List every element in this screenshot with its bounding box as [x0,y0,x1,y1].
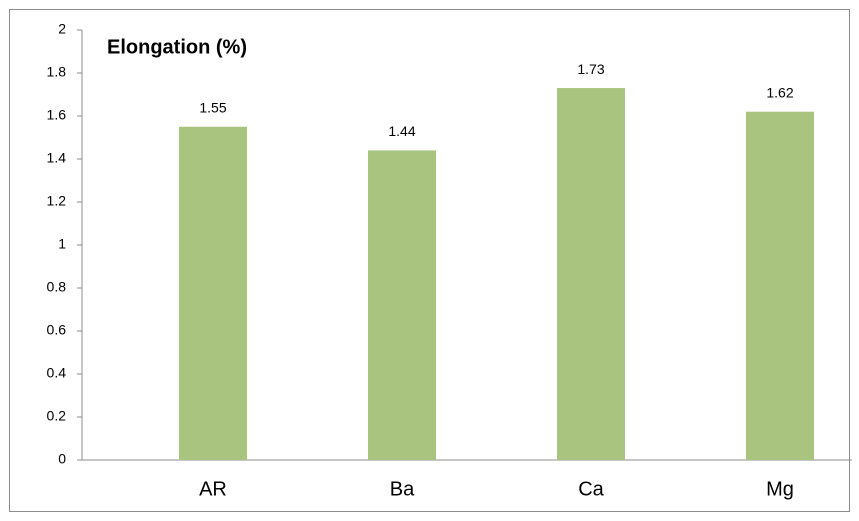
y-tick-label: 2 [58,21,66,37]
data-label: 1.62 [766,84,793,100]
y-tick-label: 1.6 [47,107,67,123]
x-tick-label: Ca [578,478,604,500]
bar [746,111,814,460]
y-tick-label: 1 [58,236,66,252]
x-tick-label: Ba [390,478,415,500]
y-tick-label: 0.8 [47,279,67,295]
x-tick-label: AR [199,478,227,500]
bar [557,88,625,461]
y-tick-label: 1.2 [47,193,67,209]
y-tick-label: 0.4 [47,365,67,381]
bar [179,126,247,460]
y-tick-label: 1.4 [47,150,67,166]
data-label: 1.55 [199,99,226,115]
chart-title: Elongation (%) [107,36,247,58]
x-tick-label: Mg [766,478,794,500]
data-label: 1.73 [577,61,604,77]
bar [368,150,436,460]
y-tick-label: 1.8 [47,64,67,80]
y-tick-label: 0 [58,451,66,467]
data-label: 1.44 [388,123,415,139]
y-tick-label: 0.2 [47,408,67,424]
y-tick-label: 0.6 [47,322,67,338]
